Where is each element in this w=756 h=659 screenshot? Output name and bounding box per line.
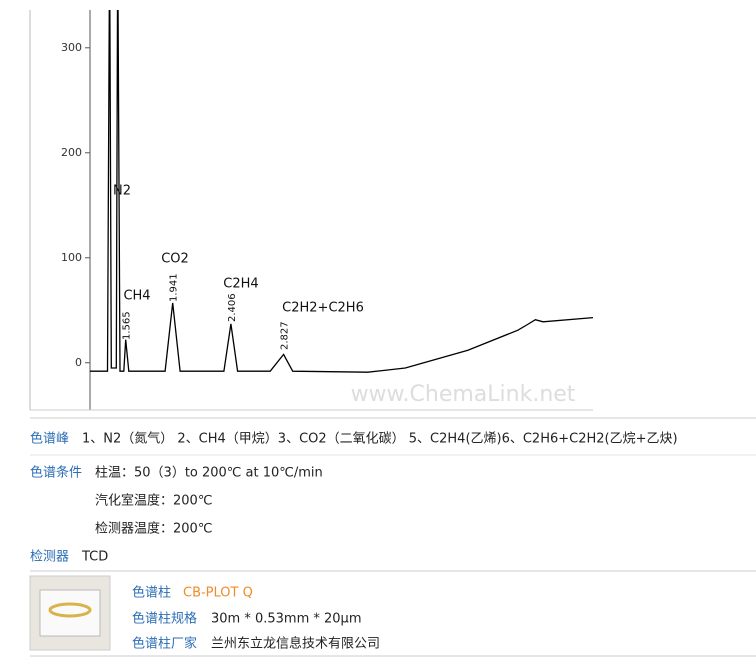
y-tick-label: 0 xyxy=(75,356,82,369)
peak-name: C2H2+C2H6 xyxy=(282,301,364,316)
value: 汽化室温度：200℃ xyxy=(95,493,212,509)
label: 色谱柱厂家 xyxy=(132,636,197,652)
peak-name: N2 xyxy=(113,184,131,199)
retention-time: 1.565 xyxy=(122,311,133,340)
value: 柱温：50（3）to 200℃ at 10℃/min xyxy=(95,466,323,481)
retention-time: 1.941 xyxy=(169,273,180,302)
value: 1、N2（氮气） 2、CH4（甲烷）3、CO2（二氧化碳） 5、C2H4(乙烯)… xyxy=(82,431,678,447)
retention-time: 2.827 xyxy=(280,321,291,350)
label: 色谱柱 xyxy=(132,585,171,601)
value: TCD xyxy=(81,550,108,565)
peak-name: C2H4 xyxy=(223,277,258,292)
retention-time: 2.406 xyxy=(227,293,238,322)
product-coil xyxy=(48,602,92,618)
peak-name: CH4 xyxy=(123,289,150,304)
label: 色谱条件 xyxy=(30,465,82,481)
product-box xyxy=(39,589,101,637)
value: 兰州东立龙信息技术有限公司 xyxy=(211,636,380,652)
label: 色谱峰 xyxy=(30,431,69,447)
signal-line xyxy=(90,10,594,373)
label: 检测器 xyxy=(30,550,69,565)
value: 30m * 0.53mm * 20μm xyxy=(211,612,361,627)
peak-name: CO2 xyxy=(161,252,189,267)
watermark: www.ChemaLink.net xyxy=(351,382,576,407)
value: 检测器温度：200℃ xyxy=(95,521,212,537)
label: 色谱柱规格 xyxy=(132,611,197,627)
y-tick-label: 200 xyxy=(61,146,82,159)
value: CB-PLOT Q xyxy=(183,586,253,601)
y-tick-label: 300 xyxy=(61,41,82,54)
y-tick-label: 100 xyxy=(61,251,82,264)
